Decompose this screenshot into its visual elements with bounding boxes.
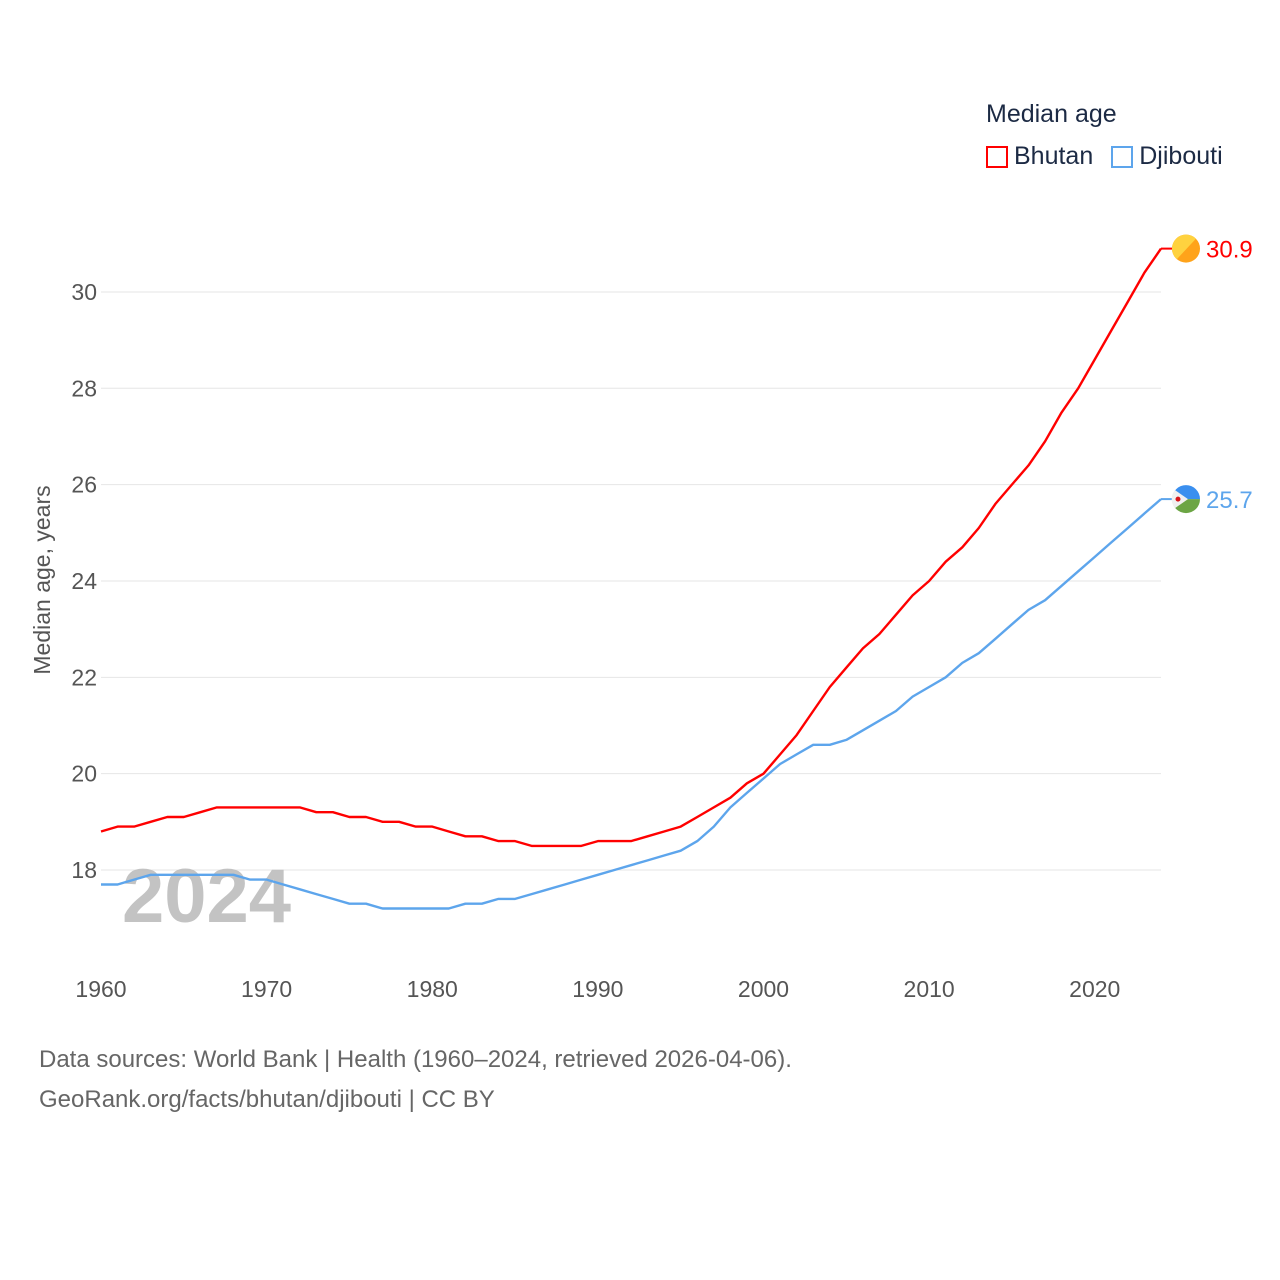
legend-label-bhutan: Bhutan — [1014, 142, 1094, 170]
y-tick-label: 20 — [71, 761, 97, 787]
legend-swatch-bhutan — [986, 145, 1008, 168]
y-tick-label: 30 — [71, 279, 97, 305]
legend-item-bhutan[interactable]: Bhutan — [986, 142, 1093, 171]
y-axis-label: Median age, years — [29, 485, 55, 674]
legend-label-djibouti: Djibouti — [1139, 142, 1223, 170]
legend: Bhutan Djibouti — [986, 142, 1223, 171]
end-value-label: 30.9 — [1206, 237, 1253, 264]
credit-link[interactable]: GeoRank.org/facts/bhutan/djibouti | CC B… — [39, 1086, 495, 1113]
year-watermark: 2024 — [122, 854, 291, 939]
data-source: Data sources: World Bank | Health (1960–… — [39, 1046, 792, 1073]
legend-title: Median age — [986, 100, 1117, 128]
djibouti-flag-star — [1175, 496, 1181, 502]
legend-swatch-djibouti — [1111, 145, 1134, 168]
series-line-bhutan — [100, 247, 1162, 848]
x-tick-label: 2010 — [904, 976, 955, 1002]
y-tick-label: 28 — [71, 375, 97, 401]
x-tick-label: 1980 — [407, 976, 458, 1002]
series-line-djibouti — [101, 498, 1162, 910]
x-tick-label: 2020 — [1069, 976, 1120, 1002]
y-tick-label: 18 — [71, 857, 97, 883]
bhutan-flag-upper — [1172, 234, 1196, 260]
y-tick-label: 24 — [71, 568, 97, 594]
x-tick-label: 2000 — [738, 976, 789, 1002]
y-tick-label: 26 — [71, 472, 97, 498]
x-tick-label: 1970 — [241, 976, 292, 1002]
legend-item-djibouti[interactable]: Djibouti — [1111, 142, 1223, 171]
x-tick-label: 1990 — [572, 976, 623, 1002]
y-tick-label: 22 — [71, 664, 97, 690]
end-value-label: 25.7 — [1206, 487, 1253, 514]
x-tick-label: 1960 — [75, 976, 126, 1002]
